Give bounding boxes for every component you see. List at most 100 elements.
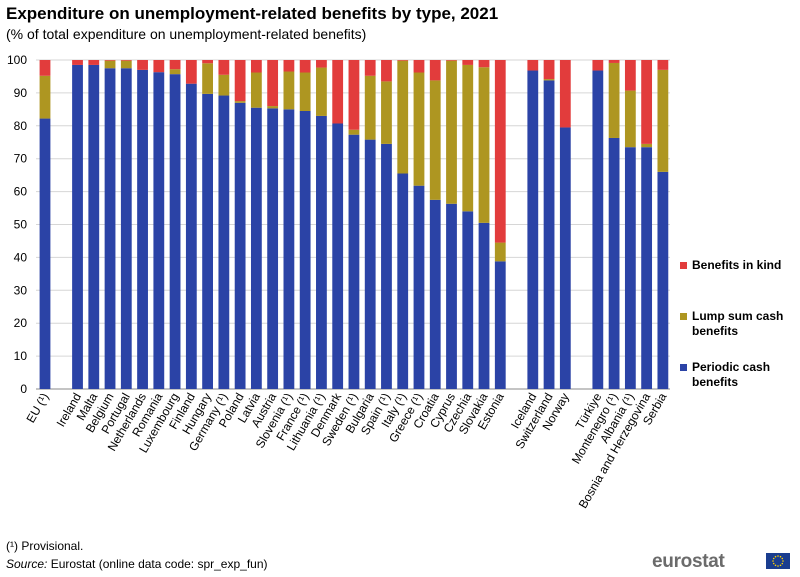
bar-segment [250, 60, 262, 73]
y-tick-label: 40 [14, 250, 28, 264]
source-text: Eurostat (online data code: spr_exp_fun) [50, 557, 268, 571]
bar-segment [413, 185, 425, 389]
bar-segment [364, 139, 376, 389]
bar-segment [478, 67, 490, 223]
bar-segment [657, 60, 669, 70]
bar-segment [267, 108, 279, 389]
bar-segment [462, 64, 474, 212]
bar-segment [202, 63, 213, 94]
bar-segment [592, 70, 604, 389]
footnote: (¹) Provisional. [6, 539, 84, 553]
chart-subtitle: (% of total expenditure on unemployment-… [6, 26, 367, 42]
bar-segment [185, 83, 197, 390]
x-axis-labels: EU (¹) IrelandMaltaBelgiumPortugalNetherl… [23, 390, 669, 511]
y-tick-label: 60 [14, 185, 28, 199]
bar-segment [364, 60, 376, 76]
bar-segment [543, 60, 555, 80]
y-tick-label: 10 [14, 349, 28, 363]
x-tick-label: EU (¹) [23, 391, 51, 426]
y-axis-ticks: 0 10 20 30 40 50 60 70 80 90 100 [7, 53, 27, 396]
bar-segment [527, 70, 539, 389]
bar-segment [559, 127, 571, 389]
y-tick-label: 20 [14, 316, 28, 330]
bar-segment [608, 137, 620, 389]
bar-segment [494, 60, 506, 243]
bar-segment [462, 60, 474, 65]
bar-segment [381, 143, 392, 389]
y-tick-label: 30 [14, 283, 28, 297]
bar-segment [608, 60, 620, 63]
bar-segment [202, 93, 213, 390]
source-label: Source: [6, 557, 48, 571]
legend-swatch-kind [680, 262, 687, 269]
bar-segment [397, 173, 409, 389]
bar-segment [462, 211, 474, 389]
bar-segment [413, 72, 425, 186]
bar-segment [39, 118, 51, 389]
bar-segment [234, 101, 246, 103]
bar-segment [413, 60, 425, 73]
legend-swatch-periodic [680, 364, 687, 371]
bar-segment [299, 72, 311, 111]
bar-segment [104, 60, 116, 69]
bar-segment [169, 74, 181, 389]
bar-segment [624, 60, 636, 91]
bar-segment [364, 75, 376, 140]
bar-segment [120, 68, 132, 389]
bar-segment [185, 60, 197, 84]
legend-label-periodic: Periodic cash benefits [692, 360, 771, 389]
bar-segment [316, 60, 327, 68]
bar-segment [72, 64, 83, 389]
bar-segment [283, 60, 295, 72]
bar-segment [641, 147, 653, 389]
bar-segment [104, 68, 116, 389]
bar-segment [72, 60, 83, 65]
bar-segment [446, 203, 457, 389]
y-tick-label: 70 [14, 152, 28, 166]
y-tick-label: 100 [7, 53, 27, 67]
y-tick-label: 90 [14, 86, 28, 100]
bar-segment [299, 60, 311, 73]
bar-segment [429, 199, 441, 389]
bar-segment [267, 106, 279, 109]
bar-segment [120, 60, 132, 69]
bar-segment [88, 64, 100, 389]
bar-segment [283, 71, 295, 110]
y-tick-label: 0 [20, 382, 27, 396]
bar-segment [446, 60, 457, 204]
bar-segment [316, 115, 327, 390]
bar-segment [39, 60, 51, 76]
bar-segment [543, 80, 555, 389]
bar-segment [624, 90, 636, 148]
bar-segment [429, 80, 441, 200]
bar-segment [348, 60, 360, 130]
bar-segment [137, 60, 148, 70]
bar-segment [397, 60, 409, 61]
logo-text: eurostat [652, 551, 725, 572]
bar-segment [332, 123, 344, 389]
bar-segment [641, 143, 653, 148]
bar-segment [39, 75, 51, 119]
eu-flag-icon [766, 553, 790, 569]
bar-segment [592, 60, 604, 71]
bar-segment [88, 60, 100, 65]
bar-segment [153, 72, 165, 389]
bar-segment [267, 60, 279, 107]
bar-segment [169, 60, 181, 70]
bar-segment [494, 261, 506, 389]
bar-segment [397, 60, 409, 174]
bar-segment [332, 60, 344, 124]
bar-segment [478, 60, 490, 68]
bar-segment [641, 60, 653, 144]
bar-segment [527, 60, 539, 71]
bar-segment [120, 60, 132, 61]
bars [39, 60, 669, 390]
bar-segment [381, 60, 392, 82]
y-tick-label: 80 [14, 119, 28, 133]
bar-segment [283, 109, 295, 389]
bar-segment [608, 62, 620, 138]
bar-segment [543, 79, 555, 81]
bar-segment [494, 242, 506, 262]
source-note: Source: Eurostat (online data code: spr_… [6, 557, 268, 571]
